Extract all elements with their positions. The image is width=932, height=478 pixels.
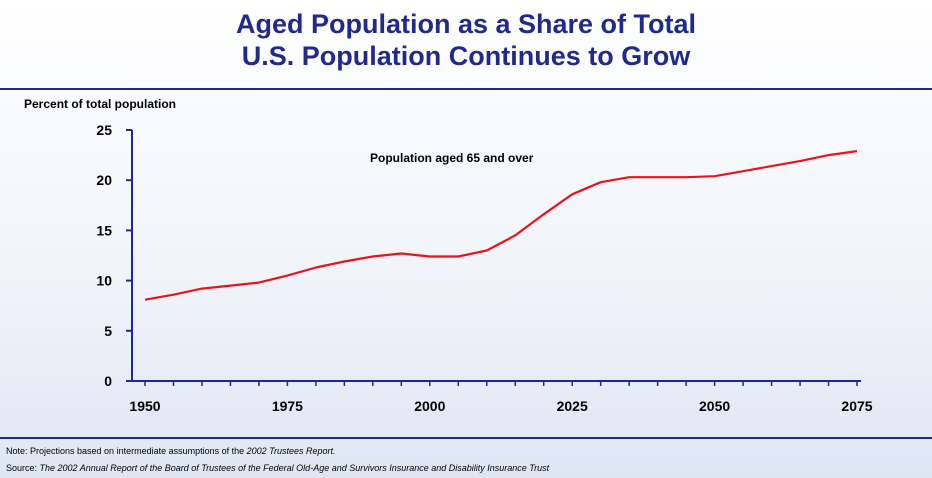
y-ticks: 0 5 10 15 20 25 bbox=[96, 122, 132, 389]
note-text: Note: Projections based on intermediate … bbox=[6, 446, 247, 456]
x-tick-label: 1975 bbox=[272, 398, 303, 414]
source-italic: The 2002 Annual Report of the Board of T… bbox=[39, 463, 550, 473]
chart-title: Aged Population as a Share of Total U.S.… bbox=[0, 8, 932, 72]
series-line-aged-65 bbox=[144, 150, 858, 301]
x-tick-label: 2025 bbox=[557, 398, 588, 414]
y-axis-label: Percent of total population bbox=[24, 97, 176, 111]
x-ticks: 1950 1975 2000 2025 2050 2075 bbox=[129, 381, 873, 414]
note-italic: 2002 Trustees Report. bbox=[246, 446, 336, 456]
y-tick-label: 0 bbox=[104, 373, 112, 389]
x-tick-label: 2075 bbox=[841, 398, 872, 414]
x-tick-label: 2000 bbox=[414, 398, 445, 414]
x-tick-label: 2050 bbox=[699, 398, 730, 414]
footer-divider bbox=[0, 437, 932, 439]
y-tick-label: 10 bbox=[96, 273, 112, 289]
footnote-note: Note: Projections based on intermediate … bbox=[6, 446, 336, 456]
source-label: Source: bbox=[6, 463, 40, 473]
y-tick-label: 25 bbox=[96, 122, 112, 138]
series-annotation: Population aged 65 and over bbox=[370, 151, 534, 165]
footnote-source: Source: The 2002 Annual Report of the Bo… bbox=[6, 463, 549, 473]
y-tick-label: 5 bbox=[104, 323, 112, 339]
title-line-1: Aged Population as a Share of Total bbox=[235, 9, 697, 39]
y-tick-label: 15 bbox=[96, 222, 112, 238]
title-divider bbox=[0, 88, 932, 90]
y-tick-label: 20 bbox=[96, 172, 112, 188]
title-line-2: U.S. Population Continues to Grow bbox=[241, 41, 691, 71]
x-tick-label: 1950 bbox=[129, 398, 160, 414]
